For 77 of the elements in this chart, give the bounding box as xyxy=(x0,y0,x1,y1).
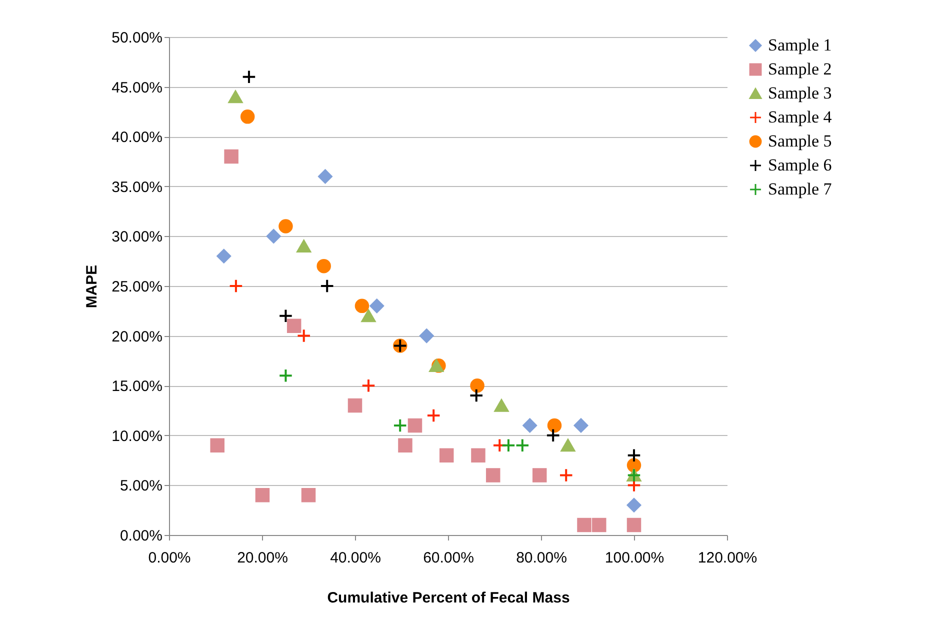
point xyxy=(210,438,224,452)
y-tick-label: 20.00% xyxy=(112,328,162,346)
point xyxy=(392,418,408,433)
point xyxy=(515,438,530,452)
legend-label: Sample 6 xyxy=(768,156,832,174)
point xyxy=(370,298,384,314)
point xyxy=(408,418,422,433)
point xyxy=(469,388,484,403)
point xyxy=(278,308,293,324)
point xyxy=(439,448,454,462)
y-tick-label: 35.00% xyxy=(112,178,162,196)
point xyxy=(301,488,316,502)
point xyxy=(278,368,293,383)
point xyxy=(216,248,231,264)
legend-label: Sample 7 xyxy=(768,180,832,198)
x-tick-label: 80.00% xyxy=(516,550,567,566)
point xyxy=(296,328,311,343)
point xyxy=(419,328,434,343)
y-tick-label: 5.00% xyxy=(120,478,162,495)
legend-label: Sample 1 xyxy=(768,36,832,54)
point xyxy=(361,378,376,393)
point xyxy=(592,518,606,532)
point xyxy=(242,70,256,84)
point xyxy=(228,90,243,104)
point xyxy=(486,468,500,482)
point xyxy=(626,498,642,512)
point xyxy=(560,439,576,452)
y-tick-label: 40.00% xyxy=(112,129,162,146)
point xyxy=(240,110,255,124)
x-tick-label: 100.00% xyxy=(604,550,664,566)
y-tick-label: 25.00% xyxy=(112,278,162,296)
point xyxy=(494,399,509,412)
y-tick-label: 0.00% xyxy=(120,528,162,544)
legend-label: Sample 5 xyxy=(768,132,832,150)
point xyxy=(429,359,444,372)
point xyxy=(546,428,560,443)
point xyxy=(266,229,281,244)
point xyxy=(471,448,486,462)
point xyxy=(577,518,592,532)
point xyxy=(286,318,302,333)
legend-label: Sample 2 xyxy=(768,60,832,78)
point xyxy=(361,310,376,322)
point xyxy=(255,488,270,502)
y-tick-label: 30.00% xyxy=(112,228,162,246)
x-axis-title: Cumulative Percent of Fecal Mass xyxy=(327,590,570,606)
point xyxy=(278,219,293,234)
point xyxy=(501,438,516,452)
point xyxy=(626,518,642,532)
y-tick-label: 45.00% xyxy=(112,79,162,96)
point xyxy=(348,398,362,413)
legend-label: Sample 3 xyxy=(768,84,832,102)
point xyxy=(354,298,370,314)
point xyxy=(532,468,547,482)
y-tick-label: 10.00% xyxy=(112,428,162,445)
y-tick-label: 50.00% xyxy=(112,30,162,46)
x-tick-label: 120.00% xyxy=(698,550,758,566)
point xyxy=(296,240,311,252)
point xyxy=(522,418,537,433)
y-tick-label: 15.00% xyxy=(112,378,162,396)
y-axis-title: MAPE xyxy=(84,264,101,308)
point xyxy=(547,418,562,433)
point xyxy=(626,448,642,462)
point xyxy=(426,408,441,423)
point xyxy=(316,258,331,274)
point xyxy=(558,468,574,482)
x-tick-label: 0.00% xyxy=(148,550,191,566)
point xyxy=(398,438,412,452)
x-tick-label: 40.00% xyxy=(330,550,381,566)
point xyxy=(574,418,588,433)
point xyxy=(318,169,332,184)
x-tick-label: 20.00% xyxy=(237,550,288,566)
point xyxy=(320,278,334,294)
point xyxy=(470,378,484,393)
legend-label: Sample 4 xyxy=(768,108,832,126)
point xyxy=(224,149,238,164)
x-tick-label: 60.00% xyxy=(423,550,474,566)
point xyxy=(228,278,244,294)
